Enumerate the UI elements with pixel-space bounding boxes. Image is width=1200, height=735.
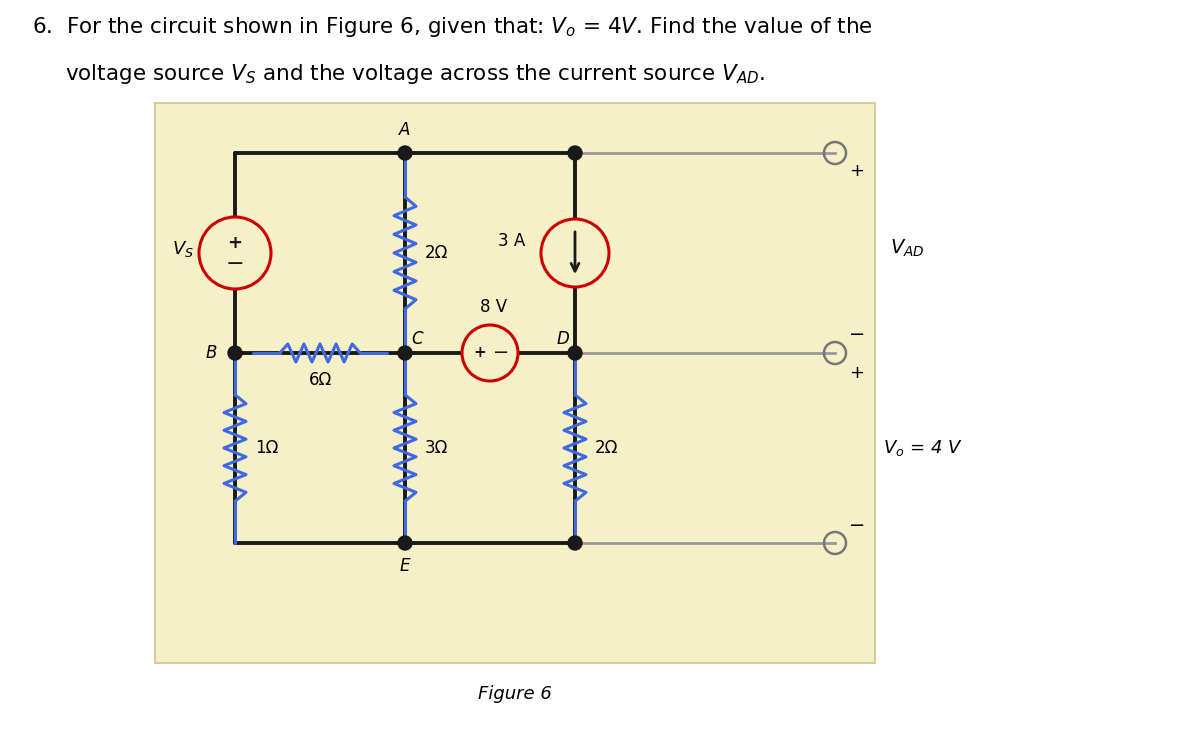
- Text: E: E: [400, 557, 410, 575]
- Circle shape: [541, 219, 610, 287]
- Text: voltage source $V_S$ and the voltage across the current source $V_{AD}$.: voltage source $V_S$ and the voltage acr…: [65, 62, 766, 86]
- Circle shape: [398, 346, 412, 360]
- Text: $V_{AD}$: $V_{AD}$: [890, 237, 924, 259]
- Circle shape: [568, 346, 582, 360]
- Text: $V_S$: $V_S$: [172, 239, 194, 259]
- Circle shape: [398, 536, 412, 550]
- Text: −: −: [848, 326, 865, 345]
- Text: +: +: [850, 364, 864, 382]
- Text: −: −: [493, 343, 509, 362]
- Text: −: −: [226, 254, 245, 274]
- Text: 2Ω: 2Ω: [425, 244, 449, 262]
- FancyBboxPatch shape: [155, 103, 875, 663]
- Text: 2Ω: 2Ω: [595, 439, 618, 457]
- Text: B: B: [205, 344, 217, 362]
- Text: A: A: [400, 121, 410, 139]
- Text: 8 V: 8 V: [480, 298, 508, 316]
- Text: 3Ω: 3Ω: [425, 439, 449, 457]
- Text: 6Ω: 6Ω: [308, 371, 331, 389]
- Circle shape: [568, 536, 582, 550]
- Circle shape: [398, 146, 412, 160]
- Text: 1Ω: 1Ω: [256, 439, 278, 457]
- Circle shape: [462, 325, 518, 381]
- Text: −: −: [848, 515, 865, 534]
- Circle shape: [568, 146, 582, 160]
- Text: 3 A: 3 A: [498, 232, 526, 250]
- Text: $V_o$ = 4 V: $V_o$ = 4 V: [883, 438, 962, 458]
- Text: +: +: [228, 234, 242, 252]
- Text: C: C: [410, 330, 422, 348]
- Circle shape: [199, 217, 271, 289]
- Text: +: +: [474, 345, 486, 360]
- Circle shape: [228, 346, 242, 360]
- Text: 6.  For the circuit shown in Figure 6, given that: $V_o$ = 4$V$. Find the value : 6. For the circuit shown in Figure 6, gi…: [32, 15, 872, 39]
- Text: Figure 6: Figure 6: [478, 685, 552, 703]
- Text: +: +: [850, 162, 864, 180]
- Text: D: D: [557, 330, 569, 348]
